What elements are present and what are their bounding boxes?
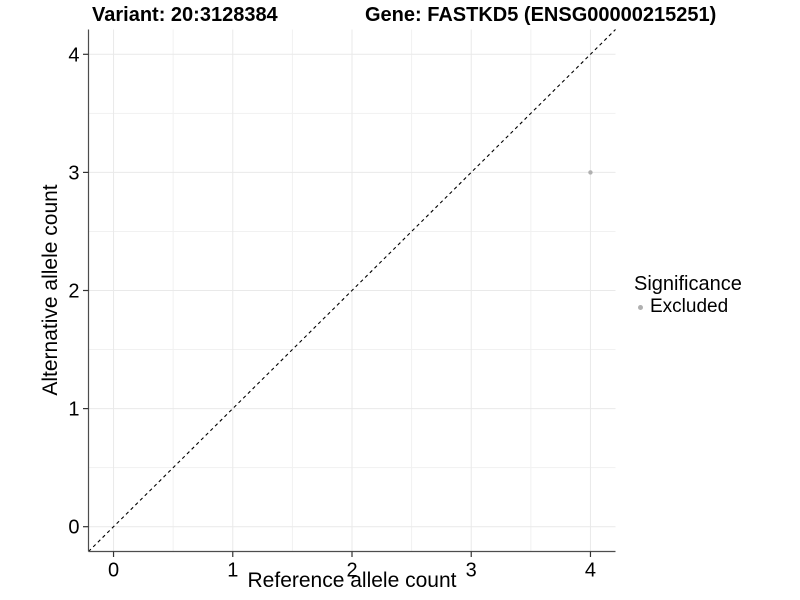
y-tick-label: 3 — [68, 162, 79, 184]
y-axis-title: Alternative allele count — [39, 184, 62, 396]
variant-title: Variant: 20:3128384 — [92, 4, 278, 26]
legend-item-label: Excluded — [650, 296, 729, 317]
excluded-point-icon — [638, 304, 643, 310]
y-tick-label: 4 — [68, 44, 79, 66]
x-tick-label: 4 — [585, 560, 596, 582]
legend-title: Significance — [634, 273, 742, 295]
x-axis-title: Reference allele count — [247, 569, 457, 592]
y-tick-label: 0 — [68, 517, 79, 539]
y-tick-label: 2 — [68, 281, 79, 303]
x-tick-label: 2 — [346, 560, 357, 582]
legend: Significance Excluded — [634, 272, 742, 318]
identity-line — [88, 29, 616, 552]
gene-title: Gene: FASTKD5 (ENSG00000215251) — [365, 4, 717, 26]
legend-item-excluded: Excluded — [634, 296, 742, 318]
y-tick-label: 1 — [68, 399, 79, 421]
x-tick-label: 0 — [108, 560, 119, 582]
x-tick-label: 1 — [227, 560, 238, 582]
data-point — [588, 170, 593, 175]
x-tick-label: 3 — [466, 560, 477, 582]
